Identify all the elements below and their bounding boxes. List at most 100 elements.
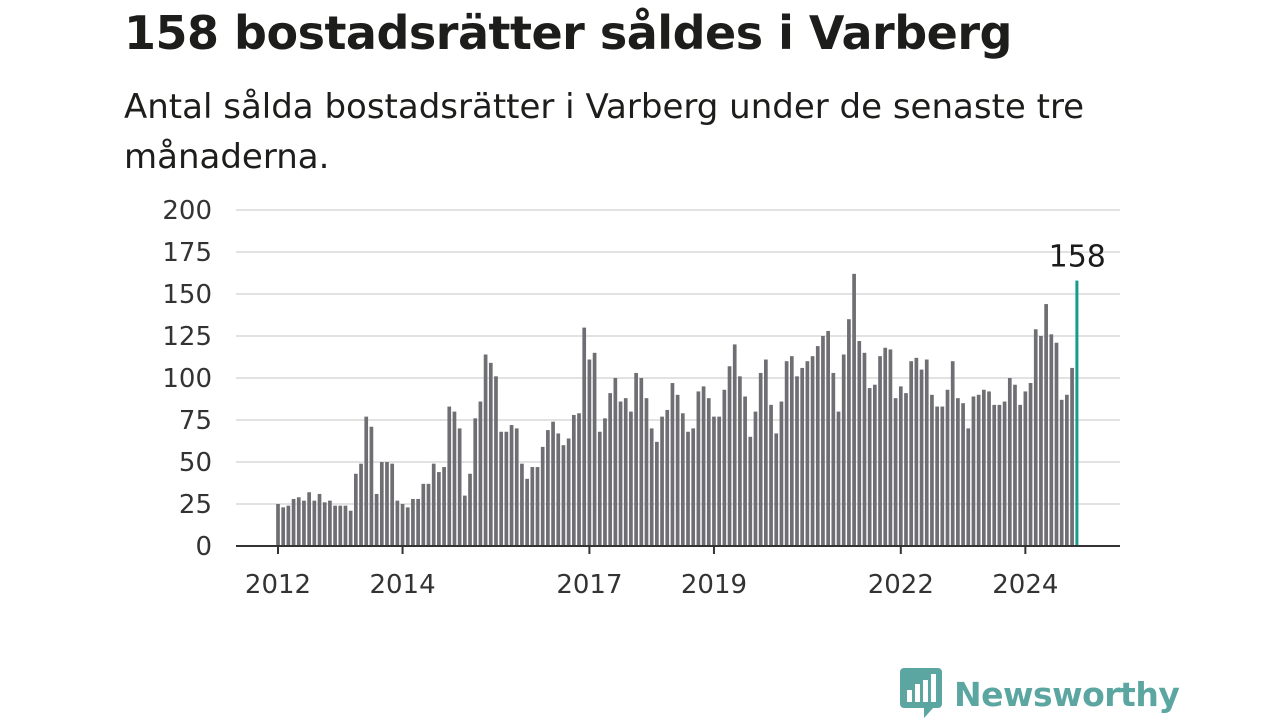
bar	[291, 498, 296, 546]
bar	[286, 505, 291, 546]
bar	[509, 425, 514, 546]
bar	[369, 426, 374, 546]
bar	[561, 445, 566, 546]
bar	[1033, 329, 1038, 546]
bar	[847, 319, 851, 546]
bar	[488, 362, 493, 546]
bar	[805, 361, 810, 546]
bar	[966, 428, 971, 546]
bar	[867, 388, 872, 546]
bar	[743, 396, 747, 546]
bar	[494, 376, 498, 546]
bar	[473, 418, 478, 546]
y-tick-label: 125	[162, 322, 212, 352]
bar	[546, 430, 550, 546]
bar	[520, 463, 524, 546]
bar	[322, 502, 327, 546]
bar	[670, 383, 675, 546]
bar	[789, 356, 794, 546]
bar	[312, 500, 317, 546]
y-tick-label: 150	[162, 280, 212, 310]
bar	[831, 372, 836, 546]
bar	[738, 376, 742, 546]
bar	[296, 497, 301, 546]
bar	[893, 398, 898, 546]
bar	[940, 406, 945, 546]
y-tick-label: 25	[179, 490, 212, 520]
bar	[504, 431, 509, 546]
bar	[919, 369, 924, 546]
bar	[997, 404, 1002, 546]
bar	[582, 327, 587, 546]
bar	[307, 492, 311, 546]
y-tick-label: 0	[195, 532, 212, 562]
bar	[904, 393, 908, 546]
bar	[374, 493, 379, 546]
bar	[556, 433, 561, 546]
bar	[551, 421, 555, 546]
bar	[961, 403, 965, 546]
bar	[748, 436, 753, 546]
bar	[1049, 334, 1054, 546]
x-tick-label: 2022	[868, 570, 934, 600]
bar	[836, 411, 841, 546]
bar	[540, 446, 545, 546]
bar	[665, 409, 670, 546]
bar	[696, 391, 701, 546]
bar	[649, 428, 654, 546]
bar	[514, 428, 519, 546]
bar	[395, 500, 400, 546]
y-tick-label: 175	[162, 238, 212, 268]
y-tick-label: 200	[162, 196, 212, 226]
bar	[930, 394, 934, 546]
bar	[421, 483, 426, 546]
bar	[385, 462, 389, 546]
bar	[810, 356, 815, 546]
bar	[577, 413, 581, 546]
bar	[457, 428, 462, 546]
bar	[675, 394, 680, 546]
x-tick-label: 2019	[681, 570, 747, 600]
bar	[795, 376, 799, 546]
y-tick-label: 50	[179, 448, 212, 478]
bar	[826, 330, 830, 546]
bar	[1065, 394, 1069, 546]
bar	[800, 367, 805, 546]
bar	[784, 361, 789, 546]
chart-subtitle: Antal sålda bostadsrätter i Varberg unde…	[124, 87, 1085, 177]
bar	[779, 401, 784, 546]
bar	[660, 416, 664, 546]
x-tick-label: 2012	[245, 570, 311, 600]
bar	[530, 467, 535, 546]
bar	[639, 378, 644, 546]
bar	[644, 398, 649, 546]
bar	[623, 398, 628, 546]
bar	[1018, 404, 1023, 546]
bar	[379, 462, 384, 546]
bar	[898, 386, 903, 546]
bar	[478, 401, 483, 546]
bar	[706, 398, 711, 546]
bar	[483, 354, 488, 546]
bar	[535, 467, 540, 546]
bar	[1002, 401, 1007, 546]
bar	[328, 500, 332, 546]
bar	[426, 483, 431, 546]
bar	[1039, 336, 1043, 546]
bar	[1007, 378, 1012, 546]
bar	[452, 411, 457, 546]
bar	[758, 372, 763, 546]
bar	[442, 467, 446, 546]
bar	[566, 438, 571, 546]
brand-logo: Newsworthy	[900, 668, 1180, 720]
bar	[276, 504, 280, 546]
x-tick-label: 2017	[556, 570, 622, 600]
bar	[878, 356, 882, 546]
bar	[571, 414, 576, 546]
bar	[1028, 383, 1033, 546]
bar	[727, 366, 732, 546]
bar	[343, 505, 348, 546]
bar	[333, 505, 337, 546]
bar	[390, 463, 395, 546]
